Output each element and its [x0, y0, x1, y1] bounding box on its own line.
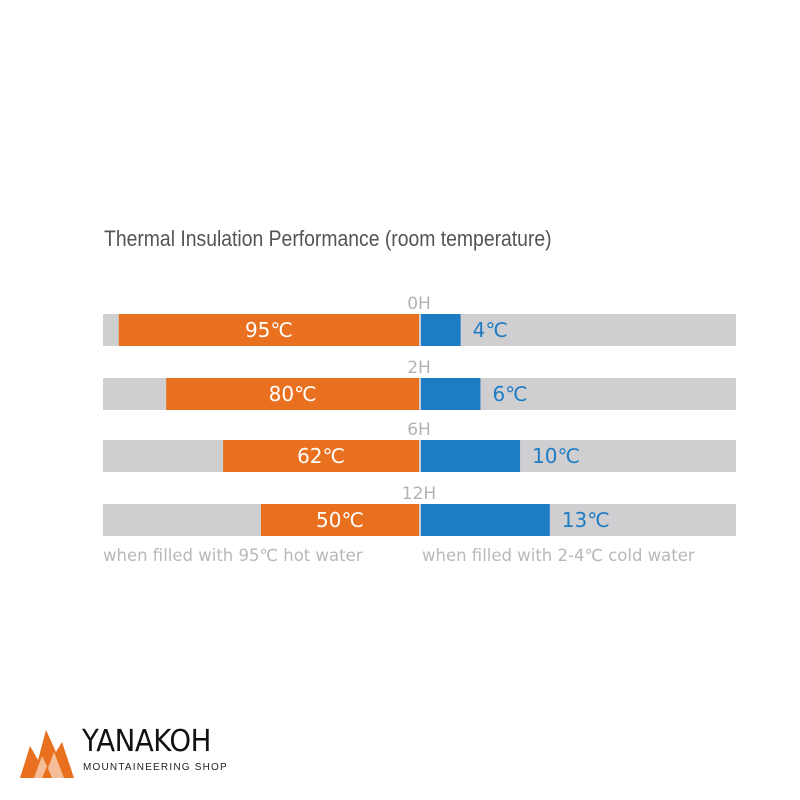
cold-temp-label: 6℃: [492, 382, 527, 406]
time-label: 6H: [407, 420, 431, 440]
bar-track: [103, 504, 736, 536]
time-label: 0H: [407, 294, 431, 314]
cold-temp-label: 13℃: [562, 508, 610, 532]
chart-title: Thermal Insulation Performance (room tem…: [104, 226, 552, 251]
hot-temp-label: 80℃: [269, 382, 317, 406]
cold-water-bar: [421, 440, 521, 472]
hot-water-bar: [261, 504, 419, 536]
cold-water-bar: [421, 378, 481, 410]
caption-cold-water: when filled with 2-4℃ cold water: [422, 546, 695, 565]
hot-temp-label: 50℃: [316, 508, 364, 532]
hot-temp-label: 95℃: [245, 318, 293, 342]
cold-temp-label: 10℃: [532, 444, 580, 468]
brand-tagline: MOUNTAINEERING SHOP: [83, 762, 228, 773]
hot-water-bar: [223, 440, 419, 472]
bar-track: [103, 440, 736, 472]
cold-water-bar: [421, 314, 461, 346]
hot-temp-label: 62℃: [297, 444, 345, 468]
cold-temp-label: 4℃: [473, 318, 508, 342]
time-label: 2H: [407, 358, 431, 378]
hot-water-bar: [166, 378, 419, 410]
caption-hot-water: when filled with 95℃ hot water: [103, 546, 363, 565]
hot-water-bar: [118, 314, 420, 346]
time-label: 12H: [402, 484, 436, 504]
flame-mountain-logo-icon: [20, 730, 74, 778]
cold-water-bar: [421, 504, 550, 536]
brand-logo: YANAKOH MOUNTAINEERING SHOP: [16, 722, 276, 782]
brand-name: YANAKOH: [82, 724, 211, 759]
